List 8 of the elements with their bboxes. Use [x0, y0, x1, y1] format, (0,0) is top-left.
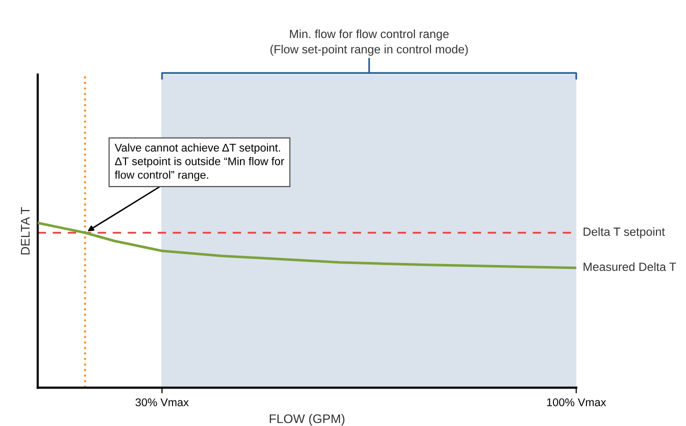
y-axis-title: DELTA T — [20, 207, 30, 254]
x-tick-label: 100% Vmax — [547, 398, 606, 406]
series-label: Measured Delta T — [584, 262, 676, 272]
band-label: Min. flow for flow control range (Flow set-point range in control mode) — [270, 29, 468, 56]
x-tick-label: 30% Vmax — [136, 398, 189, 406]
x-axis-title: FLOW (GPM) — [270, 414, 344, 426]
ref-line-label: Delta T setpoint — [584, 227, 665, 238]
annotation: Valve cannot achieve ΔT setpoint. ΔT setpoint is outside “Min flow for flow control” range. — [114, 143, 284, 181]
